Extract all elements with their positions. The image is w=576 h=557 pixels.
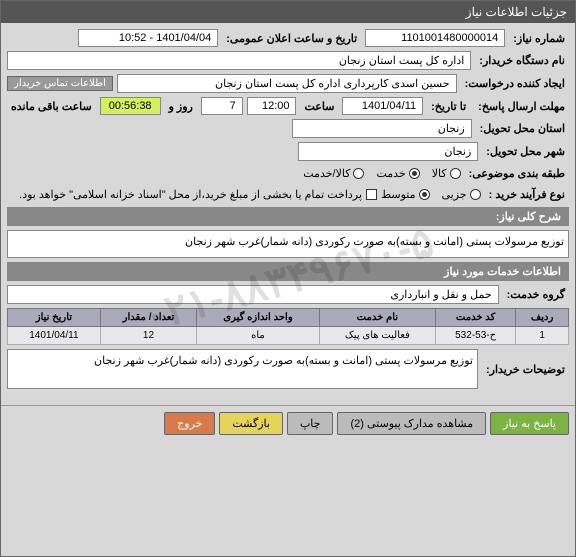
radio-medium[interactable]: متوسط bbox=[381, 188, 430, 201]
respond-button[interactable]: پاسخ به نیاز bbox=[490, 412, 569, 435]
th-date: تاریخ نیاز bbox=[8, 309, 101, 327]
label-hour: ساعت bbox=[300, 98, 338, 115]
label-buyer-org: نام دستگاه خریدار: bbox=[475, 52, 569, 69]
buyer-org-value: اداره کل پست استان زنجان bbox=[7, 51, 471, 70]
label-delivery-province: استان محل تحویل: bbox=[476, 120, 569, 137]
th-qty: تعداد / مقدار bbox=[100, 309, 196, 327]
service-group-value: حمل و نقل و انبارداری bbox=[7, 285, 499, 304]
exit-button[interactable]: خروج bbox=[164, 412, 215, 435]
label-subject-class: طبقه بندی موضوعی: bbox=[465, 165, 569, 182]
radio-goods-service-label: کالا/خدمت bbox=[303, 167, 350, 180]
label-until-date: تا تاریخ: bbox=[427, 98, 470, 115]
main-window: جزئیات اطلاعات نیاز شماره نیاز: 11010014… bbox=[0, 0, 576, 557]
radio-goods-service-circle bbox=[353, 168, 364, 179]
section-general-desc: شرح کلی نیاز: bbox=[7, 207, 569, 226]
announce-date-value: 1401/04/04 - 10:52 bbox=[78, 29, 218, 47]
cell-name: فعالیت های پیک bbox=[319, 327, 435, 345]
label-remaining: ساعت باقی مانده bbox=[7, 98, 96, 115]
deadline-hour-value: 12:00 bbox=[247, 97, 297, 115]
radio-medium-label: متوسط bbox=[381, 188, 416, 201]
label-announce-date: تاریخ و ساعت اعلان عمومی: bbox=[222, 30, 361, 47]
label-service-group: گروه خدمت: bbox=[503, 286, 569, 303]
label-need-number: شماره نیاز: bbox=[509, 30, 569, 47]
label-requester: ایجاد کننده درخواست: bbox=[461, 75, 569, 92]
window-title: جزئیات اطلاعات نیاز bbox=[1, 1, 575, 23]
back-button[interactable]: بازگشت bbox=[219, 412, 283, 435]
radio-goods[interactable]: کالا bbox=[432, 167, 461, 180]
section-services-info: اطلاعات خدمات مورد نیاز bbox=[7, 262, 569, 281]
need-number-value: 1101001480000014 bbox=[365, 29, 505, 47]
radio-goods-service[interactable]: کالا/خدمت bbox=[303, 167, 364, 180]
radio-medium-circle bbox=[419, 189, 430, 200]
cell-code: ح-53-532 bbox=[435, 327, 515, 345]
th-unit: واحد اندازه گیری bbox=[197, 309, 320, 327]
services-table: ردیف کد خدمت نام خدمت واحد اندازه گیری ت… bbox=[7, 308, 569, 345]
cell-unit: ماه bbox=[197, 327, 320, 345]
label-days-and: روز و bbox=[165, 98, 197, 115]
label-partial-payment: پرداخت تمام یا بخشی از مبلغ خرید،از محل … bbox=[19, 188, 362, 201]
delivery-province-value: زنجان bbox=[292, 119, 472, 138]
view-docs-button[interactable]: مشاهده مدارک پیوستی (2) bbox=[337, 412, 486, 435]
table-row: 1 ح-53-532 فعالیت های پیک ماه 12 1401/04… bbox=[8, 327, 569, 345]
content-area: شماره نیاز: 1101001480000014 تاریخ و ساع… bbox=[1, 23, 575, 399]
radio-service[interactable]: خدمت bbox=[376, 167, 419, 180]
label-delivery-city: شهر محل تحویل: bbox=[482, 143, 569, 160]
cell-row: 1 bbox=[516, 327, 569, 345]
subject-class-radios: کالا خدمت کالا/خدمت bbox=[303, 167, 460, 180]
label-deadline: مهلت ارسال پاسخ: bbox=[474, 98, 569, 115]
radio-goods-circle bbox=[450, 168, 461, 179]
purchase-type-radios: جزیی متوسط bbox=[381, 188, 481, 201]
radio-minor[interactable]: جزیی bbox=[442, 188, 481, 201]
th-name: نام خدمت bbox=[319, 309, 435, 327]
requester-value: حسین اسدی کارپرداری اداره کل پست استان ز… bbox=[117, 74, 457, 93]
deadline-days-value: 7 bbox=[201, 97, 243, 115]
general-desc-text: توزیع مرسولات پستی (امانت و بسته)به صورت… bbox=[7, 230, 569, 258]
print-button[interactable]: چاپ bbox=[287, 412, 334, 435]
countdown-timer: 00:56:38 bbox=[100, 97, 161, 115]
deadline-date-value: 1401/04/11 bbox=[342, 97, 423, 115]
radio-minor-label: جزیی bbox=[442, 188, 467, 201]
delivery-city-value: زنجان bbox=[298, 142, 478, 161]
footer-buttons: پاسخ به نیاز مشاهده مدارک پیوستی (2) چاپ… bbox=[1, 405, 575, 441]
contact-info-button[interactable]: اطلاعات تماس خریدار bbox=[7, 76, 113, 91]
cell-date: 1401/04/11 bbox=[8, 327, 101, 345]
radio-goods-label: کالا bbox=[432, 167, 447, 180]
radio-minor-circle bbox=[470, 189, 481, 200]
radio-service-label: خدمت bbox=[376, 167, 405, 180]
buyer-notes-text: توزیع مرسولات پستی (امانت و بسته)به صورت… bbox=[7, 349, 478, 389]
th-code: کد خدمت bbox=[435, 309, 515, 327]
cell-qty: 12 bbox=[100, 327, 196, 345]
label-purchase-type: نوع فرآیند خرید : bbox=[485, 186, 569, 203]
radio-service-circle bbox=[409, 168, 420, 179]
label-buyer-notes: توضیحات خریدار: bbox=[482, 361, 569, 378]
checkbox-partial-payment[interactable] bbox=[366, 189, 377, 200]
th-row: ردیف bbox=[516, 309, 569, 327]
